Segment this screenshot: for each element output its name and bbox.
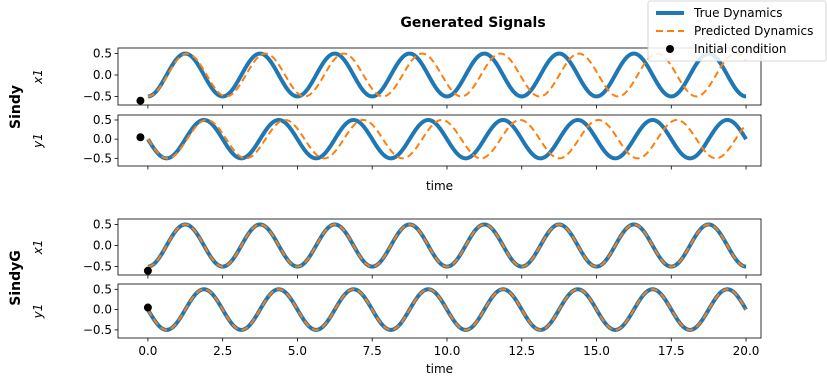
initial-condition-point [136,96,145,105]
y-axis-label: y1 [31,304,45,320]
x-tick-label: 17.5 [658,344,685,358]
series-predicted-dynamics [147,288,747,331]
y-tick-label: 0.0 [93,68,112,82]
x-tick-label: 12.5 [508,344,535,358]
x-tick-label: 0.0 [138,344,157,358]
series-group [146,222,748,269]
axes-frame-sindyg-x1 [117,218,762,276]
y-tick-label: −0.5 [83,151,112,165]
initial-condition-point [136,133,145,142]
group-label-sindy: Sindy [8,85,24,129]
series-true-dynamics [146,51,748,99]
legend-initial-condition-marker [666,45,674,53]
series-true-dynamics [146,222,748,269]
x-axis-label: time [426,362,453,376]
series-group [146,51,748,99]
y-axis-label: x1 [31,240,45,256]
y-tick-label: 0.5 [93,217,112,231]
y-tick-label: −0.5 [83,323,112,337]
y-axis-label: y1 [31,133,45,149]
legend-entry-label: True Dynamics [693,6,782,20]
axes-frame-sindy-x1 [117,47,762,106]
series-predicted-dynamics [147,223,747,268]
y-tick-label: 0.0 [93,303,112,317]
axes-frame-sindyg-y1 [117,283,762,339]
series-group [146,117,748,161]
series-true-dynamics [146,117,748,161]
y-tick-label: 0.5 [93,47,112,61]
series-group [146,287,748,332]
axes-frame-sindy-y1 [117,114,762,167]
x-tick-label: 10.0 [434,344,461,358]
initial-condition-point [143,303,152,312]
y-tick-label: 0.0 [93,132,112,146]
x-tick-label: 15.0 [583,344,610,358]
y-tick-label: 0.5 [93,113,112,127]
x-tick-label: 2.5 [213,344,232,358]
legend-entry-label: Predicted Dynamics [694,24,813,38]
x-tick-label: 20.0 [733,344,760,358]
legend: True Dynamics Predicted Dynamics Initial c… [647,0,827,62]
y-axis-label: x1 [31,69,45,85]
chart-title: Generated Signals [400,15,545,31]
legend-box [647,0,827,62]
initial-condition-point [143,266,152,275]
y-tick-label: −0.5 [83,89,112,103]
legend-entry-label: Initial condition [694,42,787,56]
x-tick-label: 5.0 [288,344,307,358]
y-tick-label: −0.5 [83,260,112,274]
y-tick-label: 0.0 [93,239,112,253]
y-tick-label: 0.5 [93,282,112,296]
x-tick-label: 7.5 [363,344,382,358]
series-predicted-dynamics [147,118,747,160]
x-axis-label: time [426,179,453,193]
group-label-sindyg: SindyG [8,250,24,306]
